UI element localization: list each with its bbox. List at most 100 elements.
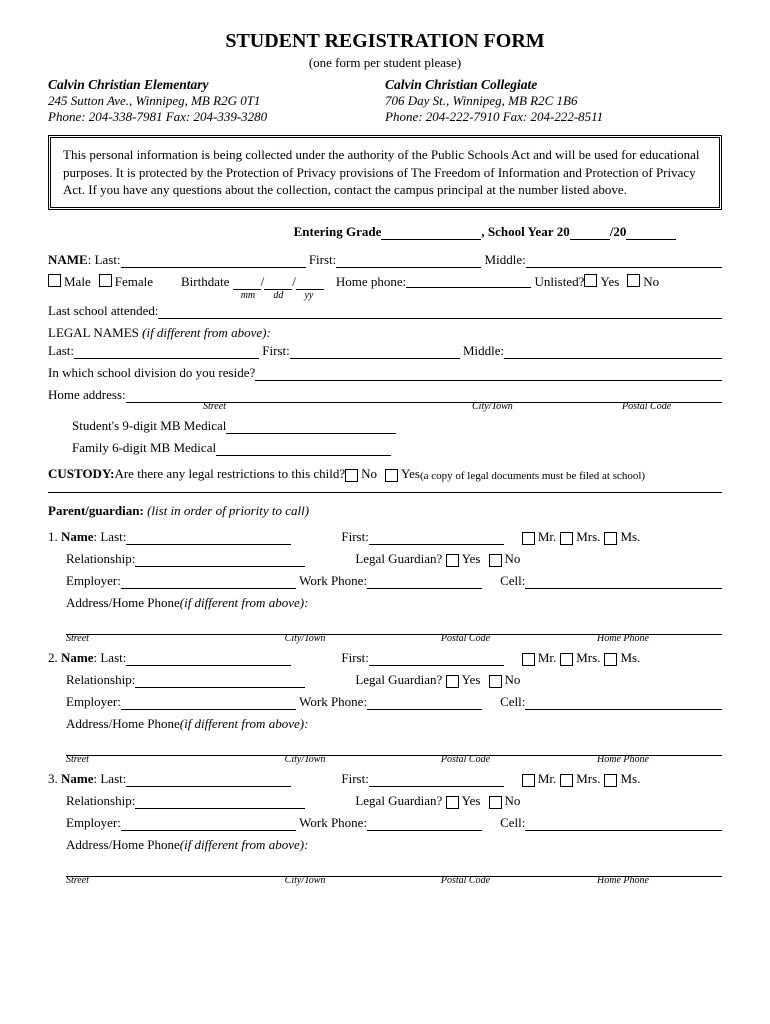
birthdate-dd[interactable] bbox=[264, 276, 292, 290]
name-last-field[interactable] bbox=[121, 254, 306, 268]
parent2-workphone-field[interactable] bbox=[367, 696, 482, 710]
name-middle-label: Middle: bbox=[485, 252, 526, 268]
parent1-homephone-sublabel: Home Phone bbox=[597, 633, 722, 644]
parent3-ms-checkbox[interactable] bbox=[604, 774, 617, 787]
mb6-field[interactable] bbox=[216, 442, 391, 456]
name-middle-field[interactable] bbox=[526, 254, 722, 268]
parent2-name-label: Name bbox=[61, 650, 94, 666]
parent3-ms-label: Ms. bbox=[620, 771, 640, 787]
last-school-field[interactable] bbox=[158, 305, 722, 319]
entering-grade-field[interactable] bbox=[381, 226, 481, 240]
parent1-employer-field[interactable] bbox=[121, 575, 296, 589]
parent3-mr-checkbox[interactable] bbox=[522, 774, 535, 787]
division-field[interactable] bbox=[255, 367, 722, 381]
parent2-last-field[interactable] bbox=[126, 652, 291, 666]
birthdate-label: Birthdate bbox=[181, 274, 229, 289]
form-title: STUDENT REGISTRATION FORM bbox=[48, 30, 722, 53]
legal-last-label: Last: bbox=[48, 343, 74, 359]
unlisted-yes-checkbox[interactable] bbox=[584, 274, 597, 287]
parent3-mrs-checkbox[interactable] bbox=[560, 774, 573, 787]
parent2-guardian-no[interactable] bbox=[489, 675, 502, 688]
parent3-cell-label: Cell: bbox=[500, 815, 525, 831]
parent3-guardian-no[interactable] bbox=[489, 796, 502, 809]
parent3-guardian-label: Legal Guardian? bbox=[355, 793, 442, 809]
parent3-rel-field[interactable] bbox=[135, 795, 305, 809]
mm-sublabel: mm bbox=[234, 290, 262, 301]
parent1-rel-field[interactable] bbox=[135, 553, 305, 567]
parent1-mrs-checkbox[interactable] bbox=[560, 532, 573, 545]
parent3-street-sublabel: Street bbox=[66, 875, 285, 886]
school-left-address: 245 Sutton Ave., Winnipeg, MB R2G 0T1 bbox=[48, 93, 385, 109]
mb9-field[interactable] bbox=[226, 420, 396, 434]
birthdate-yy[interactable] bbox=[296, 276, 324, 290]
parent1-cell-field[interactable] bbox=[525, 575, 722, 589]
address-street-sublabel: Street bbox=[203, 401, 472, 412]
parent1-first-field[interactable] bbox=[369, 531, 504, 545]
legal-middle-label: Middle: bbox=[463, 343, 504, 359]
female-checkbox[interactable] bbox=[99, 274, 112, 287]
female-label: Female bbox=[115, 274, 153, 290]
yy-sublabel: yy bbox=[295, 290, 323, 301]
parent2-first-field[interactable] bbox=[369, 652, 504, 666]
year-field-2[interactable] bbox=[626, 226, 676, 240]
legal-last-field[interactable] bbox=[74, 345, 259, 359]
custody-question: Are there any legal restrictions to this… bbox=[114, 466, 345, 482]
home-phone-field[interactable] bbox=[406, 274, 531, 288]
parent3-address-note: (if different from above): bbox=[180, 837, 309, 853]
parent2-ms-checkbox[interactable] bbox=[604, 653, 617, 666]
parent2-employer-field[interactable] bbox=[121, 696, 296, 710]
parent3-workphone-field[interactable] bbox=[367, 817, 482, 831]
parent3-last-field[interactable] bbox=[126, 773, 291, 787]
unlisted-no-checkbox[interactable] bbox=[627, 274, 640, 287]
legal-names-label: LEGAL NAMES bbox=[48, 325, 139, 340]
school-left-name: Calvin Christian Elementary bbox=[48, 77, 385, 93]
schools-block: Calvin Christian Elementary 245 Sutton A… bbox=[48, 77, 722, 125]
mb9-label: Student's 9-digit MB Medical bbox=[72, 418, 226, 434]
parent1-city-sublabel: City/Town bbox=[285, 633, 441, 644]
parent3-employer-field[interactable] bbox=[121, 817, 296, 831]
name-first-field[interactable] bbox=[336, 254, 481, 268]
birthdate-mm[interactable] bbox=[233, 276, 261, 290]
parent1-cell-label: Cell: bbox=[500, 573, 525, 589]
parent2-mr-checkbox[interactable] bbox=[522, 653, 535, 666]
male-checkbox[interactable] bbox=[48, 274, 61, 287]
custody-yes-checkbox[interactable] bbox=[385, 469, 398, 482]
parent2-mr-label: Mr. bbox=[538, 650, 556, 666]
name-last-label: : Last: bbox=[88, 252, 121, 268]
legal-first-label: First: bbox=[262, 343, 289, 359]
parent3-num: 3. bbox=[48, 771, 58, 787]
parent1-ms-checkbox[interactable] bbox=[604, 532, 617, 545]
address-city-sublabel: City/Town bbox=[472, 401, 622, 412]
parent3-guardian-yes-label: Yes bbox=[462, 793, 481, 809]
parent1-last-field[interactable] bbox=[126, 531, 291, 545]
parent2-mrs-checkbox[interactable] bbox=[560, 653, 573, 666]
parent-header-note: (list in order of priority to call) bbox=[147, 503, 309, 518]
parent1-guardian-yes[interactable] bbox=[446, 554, 459, 567]
parent2-cell-field[interactable] bbox=[525, 696, 722, 710]
year-field-1[interactable] bbox=[570, 226, 610, 240]
legal-middle-field[interactable] bbox=[504, 345, 722, 359]
parent3-mr-label: Mr. bbox=[538, 771, 556, 787]
school-year-label: , School Year bbox=[481, 224, 553, 240]
parent1-mr-checkbox[interactable] bbox=[522, 532, 535, 545]
parent1-workphone-label: Work Phone: bbox=[299, 573, 367, 589]
parent2-guardian-yes[interactable] bbox=[446, 675, 459, 688]
parent2-ms-label: Ms. bbox=[620, 650, 640, 666]
parent3-guardian-yes[interactable] bbox=[446, 796, 459, 809]
parent2-rel-field[interactable] bbox=[135, 674, 305, 688]
parent1-guardian-no[interactable] bbox=[489, 554, 502, 567]
parent1-street-sublabel: Street bbox=[66, 633, 285, 644]
parent3-cell-field[interactable] bbox=[525, 817, 722, 831]
name-label: NAME bbox=[48, 252, 88, 268]
parent1-workphone-field[interactable] bbox=[367, 575, 482, 589]
parent1-address-label: Address/Home Phone bbox=[66, 595, 180, 611]
parent1-employer-label: Employer: bbox=[66, 573, 121, 589]
parent3-first-field[interactable] bbox=[369, 773, 504, 787]
male-label: Male bbox=[64, 274, 91, 290]
parent2-last-label: : Last: bbox=[94, 650, 127, 666]
custody-no-checkbox[interactable] bbox=[345, 469, 358, 482]
school-right-phone: Phone: 204-222-7910 Fax: 204-222-8511 bbox=[385, 109, 722, 125]
parent3-city-sublabel: City/Town bbox=[285, 875, 441, 886]
legal-first-field[interactable] bbox=[290, 345, 460, 359]
parent2-num: 2. bbox=[48, 650, 58, 666]
